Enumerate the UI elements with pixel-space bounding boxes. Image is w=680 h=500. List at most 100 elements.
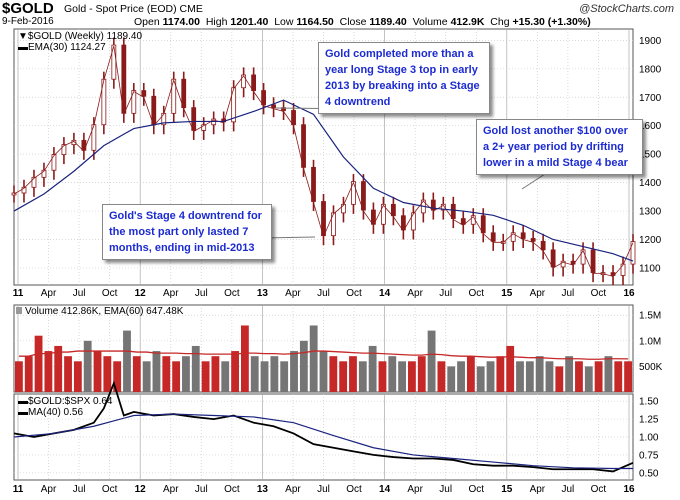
x-tick-label: 16 — [623, 484, 635, 495]
price-candle-body — [550, 249, 556, 268]
x-tick-label: 15 — [501, 484, 513, 495]
price-candle-body — [381, 203, 386, 225]
volume-bar — [565, 356, 574, 392]
symbol-title: $GOLD — [2, 0, 54, 17]
x-tick-label: 11 — [13, 484, 24, 495]
price-candle-body — [460, 218, 466, 225]
volume-bar — [624, 361, 632, 392]
x-tick-label: Jul — [439, 484, 452, 495]
price-y-tick-label: 1200 — [639, 235, 662, 246]
price-candle-body — [580, 249, 586, 265]
price-candle-body — [430, 199, 436, 211]
price-y-tick-label: 1100 — [639, 263, 661, 274]
volume-bar — [486, 361, 495, 392]
x-tick-label: Apr — [163, 288, 179, 299]
price-candle-body — [51, 154, 57, 171]
price-candle-body — [291, 110, 296, 126]
x-tick-label: Jul — [439, 288, 452, 299]
volume-bar — [280, 361, 289, 392]
low-value: 1164.50 — [296, 16, 334, 28]
high-label: High — [205, 16, 228, 28]
volume-bar — [437, 361, 446, 392]
x-tick-label: Oct — [468, 288, 484, 299]
price-candle-body — [390, 203, 396, 217]
price-candle-body — [480, 215, 486, 234]
price-candle-body — [131, 90, 137, 114]
volume-legend-swatch — [16, 307, 22, 314]
price-candle-body — [141, 90, 147, 97]
x-tick-label: Oct — [591, 288, 607, 299]
price-y-tick-label: 1400 — [639, 178, 662, 189]
volume-y-tick-label: 1.0M — [639, 336, 661, 347]
x-tick-label: Jul — [562, 484, 575, 495]
volume-bar — [172, 361, 181, 392]
x-tick-label: Oct — [346, 288, 362, 299]
price-candle-body — [31, 176, 37, 188]
price-candle-body — [560, 260, 566, 268]
annotation-stage4-drift: Gold lost another $100 over a 2+ year pe… — [476, 119, 643, 175]
volume-value: 412.9K — [450, 16, 485, 28]
price-candle-body — [341, 203, 346, 214]
volume-bar — [34, 335, 43, 392]
volume-bar — [290, 351, 298, 392]
x-tick-label: Oct — [224, 288, 240, 299]
volume-bar — [182, 356, 190, 392]
ohlc-readout: Open 1174.00 High 1201.40 Low 1164.50 Cl… — [134, 16, 591, 28]
price-candle-body — [371, 209, 376, 225]
ratio-y-tick-label: 1.50 — [639, 397, 659, 408]
price-legend-symbol: ▼$GOLD (Weekly) 1189.40 — [18, 31, 142, 42]
volume-bar — [152, 351, 161, 392]
volume-bar — [575, 361, 583, 392]
volume-bar — [231, 351, 239, 392]
volume-bar — [240, 325, 249, 392]
volume-bar — [398, 361, 407, 392]
volume-legend: Volume 412.86K, EMA(60) 647.48K — [25, 306, 184, 317]
x-tick-label: Oct — [102, 288, 118, 299]
price-candle-body — [410, 212, 416, 231]
volume-bar — [555, 366, 564, 392]
volume-label: Volume — [412, 16, 448, 28]
annotation-stage3-top: Gold completed more than a year long Sta… — [318, 42, 490, 114]
symbol-description: Gold - Spot Price (EOD) CME — [64, 3, 203, 15]
ratio-y-tick-label: 1.25 — [639, 415, 659, 426]
volume-bar — [162, 356, 171, 392]
price-candle-body — [530, 238, 536, 242]
volume-bar — [516, 361, 524, 392]
volume-bar — [614, 361, 623, 392]
price-candle-body — [510, 232, 516, 242]
price-candle-body — [630, 241, 636, 265]
x-tick-label: 14 — [379, 288, 391, 299]
ratio-y-tick-label: 0.75 — [639, 450, 659, 461]
ratio-ma-line — [13, 413, 633, 470]
change-value: +15.30 (+1.30%) — [512, 16, 591, 28]
price-candle-body — [331, 212, 336, 237]
volume-bar — [457, 361, 465, 392]
volume-bar — [584, 366, 593, 392]
volume-bar — [378, 361, 387, 392]
x-tick-label: Apr — [41, 484, 57, 495]
x-tick-label: Jul — [317, 288, 330, 299]
x-tick-label: Jul — [195, 484, 208, 495]
volume-bar — [64, 356, 72, 392]
ratio-legend-ma: ▬MA(40) 0.56 — [18, 407, 83, 418]
volume-bar — [201, 361, 210, 392]
volume-bar — [191, 345, 200, 392]
volume-bar — [594, 361, 603, 392]
volume-bar — [417, 356, 426, 392]
volume-bar — [15, 361, 23, 392]
x-tick-label: 12 — [135, 288, 147, 299]
volume-bar — [408, 361, 416, 392]
x-tick-label: 16 — [623, 288, 635, 299]
low-label: Low — [274, 16, 294, 28]
price-candle-body — [440, 203, 446, 211]
price-candle-body — [21, 186, 27, 194]
price-y-tick-label: 1300 — [639, 207, 662, 218]
price-legend-ema: ▬EMA(30) 1124.27 — [18, 42, 106, 53]
change-label: Chg — [490, 16, 510, 28]
x-tick-label: Oct — [468, 484, 484, 495]
x-tick-label: Apr — [530, 288, 546, 299]
x-tick-label: Jul — [562, 288, 575, 299]
x-tick-label: 11 — [13, 288, 24, 299]
x-tick-label: Apr — [530, 484, 546, 495]
price-candle-body — [41, 169, 47, 178]
